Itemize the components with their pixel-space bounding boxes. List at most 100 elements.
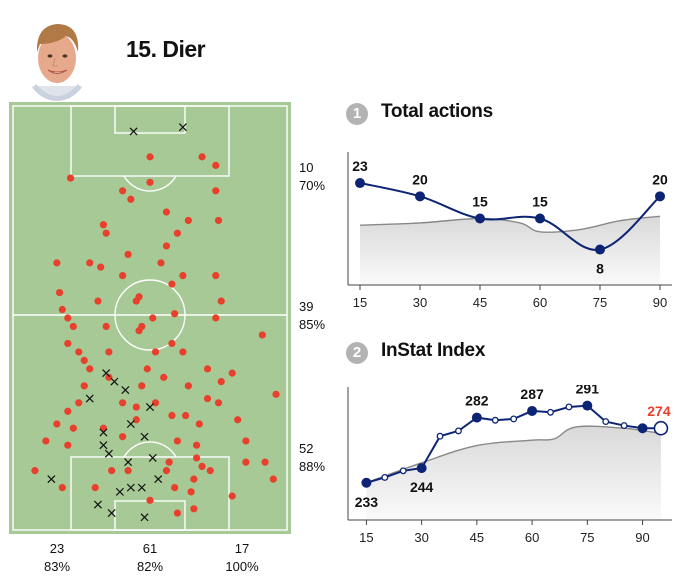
- zone-count: 61: [142, 541, 158, 556]
- zone-row-bottom: 52 88%: [299, 440, 325, 476]
- data-label: 287: [520, 386, 544, 402]
- action-dot: [187, 488, 195, 496]
- action-cross: [47, 475, 56, 484]
- data-label: 233: [355, 494, 379, 510]
- action-cross: [99, 428, 108, 437]
- zone-percent: 83%: [43, 559, 71, 574]
- action-cross: [126, 483, 135, 492]
- action-dot: [55, 288, 64, 297]
- action-dot: [58, 484, 66, 492]
- action-dot: [94, 297, 102, 305]
- action-dot: [108, 467, 116, 475]
- action-dot: [261, 458, 269, 466]
- data-label: 20: [412, 171, 428, 187]
- section-number-badge: 1: [346, 103, 368, 125]
- action-dot: [151, 399, 160, 407]
- action-dot: [132, 416, 140, 424]
- action-cross: [121, 386, 130, 395]
- action-dot: [102, 322, 110, 331]
- action-dot: [234, 416, 242, 424]
- data-label: 15: [472, 194, 488, 210]
- series-point: [475, 213, 485, 224]
- action-cross: [124, 458, 133, 467]
- action-dot: [168, 280, 176, 288]
- zone-percent: 85%: [299, 317, 326, 332]
- zone-percent: 88%: [299, 459, 326, 474]
- data-label: 244: [410, 479, 434, 495]
- action-dot: [173, 229, 181, 237]
- action-dot: [242, 437, 250, 445]
- series-point: [637, 423, 648, 434]
- series-point-minor: [510, 415, 518, 423]
- zone-column-middle: 61 82%: [125, 540, 175, 576]
- action-dot: [192, 454, 201, 462]
- action-dot: [162, 467, 171, 475]
- action-cross: [115, 487, 124, 496]
- action-dot: [258, 331, 266, 339]
- zone-percent: 70%: [299, 178, 326, 193]
- action-dot: [105, 373, 113, 381]
- action-dot: [184, 216, 192, 225]
- zone-column-left: 23 83%: [32, 540, 82, 576]
- baseline-area: [366, 426, 661, 520]
- action-cross: [85, 394, 94, 403]
- zone-count: 17: [234, 541, 250, 556]
- series-point-minor: [602, 418, 610, 426]
- baseline-line: [359, 215, 661, 233]
- action-dot: [119, 399, 127, 407]
- x-tick-label: 30: [413, 295, 427, 310]
- data-label: 291: [576, 385, 600, 397]
- series-point-minor: [620, 422, 628, 430]
- action-dot: [143, 365, 151, 373]
- zone-column-right: 17 100%: [217, 540, 267, 576]
- action-dot: [228, 492, 236, 500]
- action-cross: [140, 513, 149, 522]
- zone-percent: 100%: [225, 559, 259, 574]
- action-cross: [107, 509, 116, 518]
- x-tick-label: 45: [470, 530, 484, 545]
- series-point: [655, 191, 665, 202]
- zone-row-top: 10 70%: [299, 159, 325, 195]
- series-point: [361, 477, 372, 488]
- action-dot: [69, 322, 77, 331]
- action-dot: [146, 496, 154, 504]
- series-point: [595, 244, 605, 255]
- action-dot: [157, 259, 165, 267]
- x-tick-label: 90: [635, 530, 649, 545]
- action-dot: [146, 178, 154, 186]
- action-dot: [53, 259, 61, 267]
- action-dot: [212, 272, 220, 280]
- action-dot: [206, 467, 214, 475]
- data-label: 282: [465, 393, 489, 409]
- action-dot: [86, 259, 94, 267]
- action-dot: [146, 153, 154, 161]
- action-dot: [58, 305, 66, 314]
- zone-count: 39: [299, 299, 314, 314]
- zone-count: 52: [299, 441, 314, 456]
- data-label: 274: [647, 403, 671, 419]
- x-tick-label: 75: [593, 295, 607, 310]
- action-cross: [126, 419, 135, 429]
- action-dot: [149, 314, 157, 322]
- action-dot: [102, 229, 110, 237]
- zone-row-middle: 39 85%: [299, 298, 325, 334]
- series-point-minor: [455, 427, 462, 435]
- action-dot: [31, 467, 39, 475]
- action-dot: [269, 475, 277, 483]
- x-tick-label: 60: [525, 530, 539, 545]
- action-dot: [190, 475, 198, 483]
- series-point-minor: [547, 408, 554, 416]
- x-tick-label: 15: [353, 295, 367, 310]
- action-cross: [129, 127, 138, 136]
- series-point: [535, 213, 545, 224]
- action-dot: [119, 433, 127, 441]
- series-point-final: [653, 420, 669, 436]
- action-cross: [137, 483, 146, 492]
- zone-count: 23: [49, 541, 65, 556]
- action-dot: [212, 187, 220, 195]
- action-dot: [228, 369, 236, 377]
- action-dot: [138, 382, 146, 390]
- action-dot: [162, 208, 171, 216]
- action-dot: [135, 327, 143, 335]
